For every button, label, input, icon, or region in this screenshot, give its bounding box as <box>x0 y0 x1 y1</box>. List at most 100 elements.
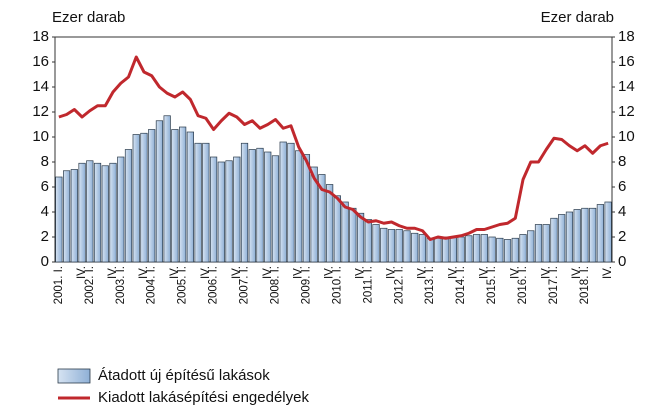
x-tick-label: 2008. I. <box>270 266 282 304</box>
x-tick-label: IV. <box>540 266 552 279</box>
bar <box>449 236 458 263</box>
bar <box>542 224 550 263</box>
legend-label: Kiadott lakásépítési engedélyek <box>98 389 309 406</box>
x-tick-label: IV. <box>107 266 119 279</box>
x-tick-label: IV. <box>169 266 181 279</box>
bar <box>411 232 419 263</box>
y-tick-label: 8 <box>41 153 49 170</box>
bar <box>148 129 156 263</box>
bar <box>550 217 558 263</box>
x-tick-label: IV. <box>231 266 243 279</box>
bar <box>387 229 396 263</box>
x-tick-label: 2003. I. <box>115 266 127 304</box>
bar <box>326 184 334 263</box>
y2-tick-label: 16 <box>618 53 635 70</box>
bar <box>63 170 71 263</box>
bar <box>55 176 63 263</box>
bar <box>171 129 179 263</box>
bar <box>418 234 427 263</box>
bar <box>465 235 473 263</box>
bar <box>70 169 78 263</box>
y-tick-label: 6 <box>41 178 49 195</box>
y2-tick-label: 18 <box>618 28 635 45</box>
y-axis-label: Ezer darab <box>52 9 125 26</box>
bar <box>132 134 140 263</box>
x-tick-label: 2018. I. <box>579 266 591 304</box>
y2-tick-label: 12 <box>618 103 635 120</box>
bar <box>558 214 566 263</box>
bar <box>511 237 519 263</box>
bar <box>480 234 488 263</box>
y2-tick-label: 8 <box>618 153 626 170</box>
bar <box>279 141 287 263</box>
x-tick-label: IV. <box>416 266 428 279</box>
x-tick-label: 2017. I. <box>548 266 560 304</box>
x-tick-label: 2002. I. <box>84 266 96 304</box>
bar <box>604 201 612 263</box>
bar <box>109 162 117 263</box>
bar <box>287 142 295 263</box>
x-tick-label: 2005. I. <box>177 266 189 304</box>
bar <box>217 161 225 263</box>
bar <box>93 162 102 263</box>
bar <box>534 224 543 263</box>
x-tick-label: 2006. I. <box>208 266 220 304</box>
y2-tick-label: 2 <box>618 228 626 245</box>
bar <box>124 149 133 263</box>
bar <box>503 239 512 263</box>
bar <box>225 160 233 263</box>
y2-axis-label: Ezer darab <box>541 9 614 26</box>
bar <box>527 230 535 263</box>
y2-tick-label: 6 <box>618 178 626 195</box>
x-tick-label: 2007. I. <box>239 266 251 304</box>
bar <box>78 162 86 263</box>
x-tick-label: IV. <box>76 266 88 279</box>
bar <box>356 212 365 263</box>
x-tick-label: IV. <box>138 266 150 279</box>
bar <box>202 142 210 263</box>
y2-tick-label: 4 <box>618 203 626 220</box>
bar <box>140 132 148 263</box>
legend-swatch <box>57 368 91 384</box>
bar <box>403 230 411 263</box>
bar <box>240 142 249 263</box>
y-tick-label: 16 <box>32 53 49 70</box>
bar <box>473 234 481 263</box>
x-tick-label: IV. <box>571 266 583 279</box>
y-tick-label: 12 <box>32 103 49 120</box>
y-tick-label: 4 <box>41 203 49 220</box>
x-tick-label: IV. <box>509 266 521 279</box>
bar <box>117 156 125 263</box>
bar <box>395 229 403 263</box>
bar <box>302 154 311 263</box>
bar <box>256 147 264 263</box>
bar <box>310 166 318 263</box>
bar <box>264 151 272 263</box>
bar <box>155 120 164 263</box>
legend-label: Átadott új építésű lakások <box>98 367 270 384</box>
x-tick-label: IV. <box>478 266 490 279</box>
x-tick-label: 2014. I. <box>455 266 467 304</box>
bar <box>333 195 341 263</box>
bar <box>179 126 187 263</box>
bar <box>163 115 171 263</box>
bar <box>519 234 527 263</box>
x-tick-label: 2012. I. <box>393 266 405 304</box>
bar <box>364 219 372 263</box>
bar <box>86 160 94 263</box>
bar <box>209 156 218 263</box>
bar <box>434 237 442 263</box>
x-tick-label: IV. <box>386 266 398 279</box>
bar <box>380 227 388 263</box>
x-tick-label: 2004. I. <box>146 266 158 304</box>
bar <box>349 207 357 263</box>
y2-tick-label: 14 <box>618 78 635 95</box>
y-tick-label: 2 <box>41 228 49 245</box>
bar <box>496 237 504 263</box>
bar <box>565 211 574 263</box>
bar <box>271 155 280 263</box>
y-tick-label: 18 <box>32 28 49 45</box>
x-tick-label: 2009. I. <box>300 266 312 304</box>
y2-tick-label: 10 <box>618 128 635 145</box>
